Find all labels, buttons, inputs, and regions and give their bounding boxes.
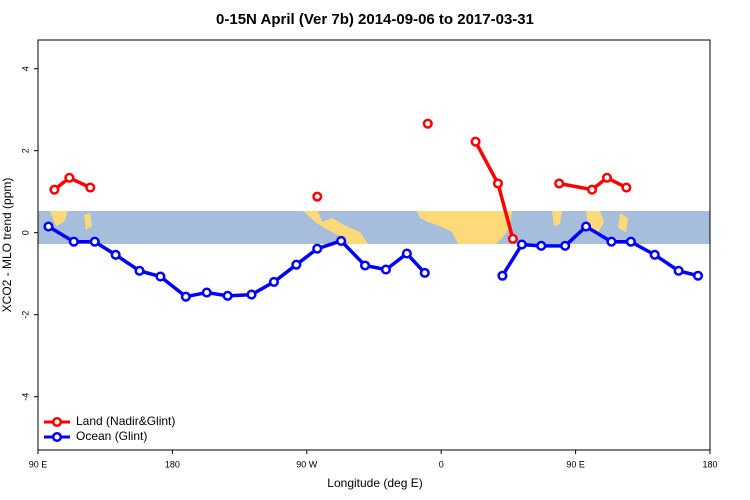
data-point bbox=[312, 243, 323, 254]
data-point bbox=[64, 172, 75, 183]
data-point bbox=[291, 259, 302, 270]
x-tick-label: 180 bbox=[702, 459, 717, 469]
y-tick-label: 2 bbox=[20, 148, 30, 153]
data-point bbox=[380, 264, 391, 275]
x-axis-label: Longitude (deg E) bbox=[327, 476, 422, 490]
data-point bbox=[560, 240, 571, 251]
data-point bbox=[89, 236, 100, 247]
data-point bbox=[422, 118, 433, 129]
data-point bbox=[536, 240, 547, 251]
data-point bbox=[649, 249, 660, 260]
data-point bbox=[516, 239, 527, 250]
data-point bbox=[134, 265, 145, 276]
data-point bbox=[180, 291, 191, 302]
data-point bbox=[246, 289, 257, 300]
data-point bbox=[359, 260, 371, 271]
data-point bbox=[110, 249, 121, 260]
data-point bbox=[201, 287, 212, 298]
data-point bbox=[606, 236, 617, 247]
data-point bbox=[222, 290, 233, 301]
data-point bbox=[312, 191, 323, 202]
data-point bbox=[581, 221, 592, 232]
data-point bbox=[155, 271, 166, 282]
legend-marker bbox=[51, 431, 63, 443]
chart-title: 0-15N April (Ver 7b) 2014-09-06 to 2017-… bbox=[216, 11, 534, 28]
data-point bbox=[49, 184, 60, 195]
data-point bbox=[673, 265, 684, 276]
x-tick-label: 90 W bbox=[296, 459, 318, 469]
data-point bbox=[625, 236, 636, 247]
data-point bbox=[497, 270, 508, 281]
legend-label: Land (Nadir&Glint) bbox=[76, 414, 175, 428]
data-point bbox=[507, 233, 518, 244]
data-point bbox=[554, 178, 565, 189]
y-tick-label: -2 bbox=[20, 311, 30, 319]
data-point bbox=[43, 221, 54, 232]
data-point bbox=[68, 236, 79, 247]
legend-label: Ocean (Glint) bbox=[76, 429, 147, 443]
data-point bbox=[336, 235, 347, 246]
data-point bbox=[470, 136, 481, 147]
y-tick-label: -4 bbox=[20, 393, 30, 401]
y-tick-label: 4 bbox=[20, 66, 30, 71]
x-tick-label: 90 E bbox=[29, 459, 48, 469]
data-point bbox=[268, 276, 279, 287]
plot-frame bbox=[37, 39, 711, 451]
data-point bbox=[621, 182, 632, 193]
data-point bbox=[693, 270, 704, 281]
data-point bbox=[601, 172, 613, 183]
map-band bbox=[38, 211, 710, 244]
legend-marker bbox=[51, 416, 63, 428]
data-point bbox=[492, 178, 503, 189]
data-point bbox=[85, 182, 96, 193]
x-tick-label: 90 E bbox=[566, 459, 585, 469]
y-axis-label: XCO2 - MLO trend (ppm) bbox=[0, 178, 14, 313]
data-point bbox=[419, 267, 430, 278]
data-point bbox=[401, 248, 412, 259]
x-tick-label: 0 bbox=[439, 459, 444, 469]
x-tick-label: 180 bbox=[165, 459, 180, 469]
y-tick-label: 0 bbox=[20, 230, 30, 235]
data-point bbox=[586, 184, 598, 195]
